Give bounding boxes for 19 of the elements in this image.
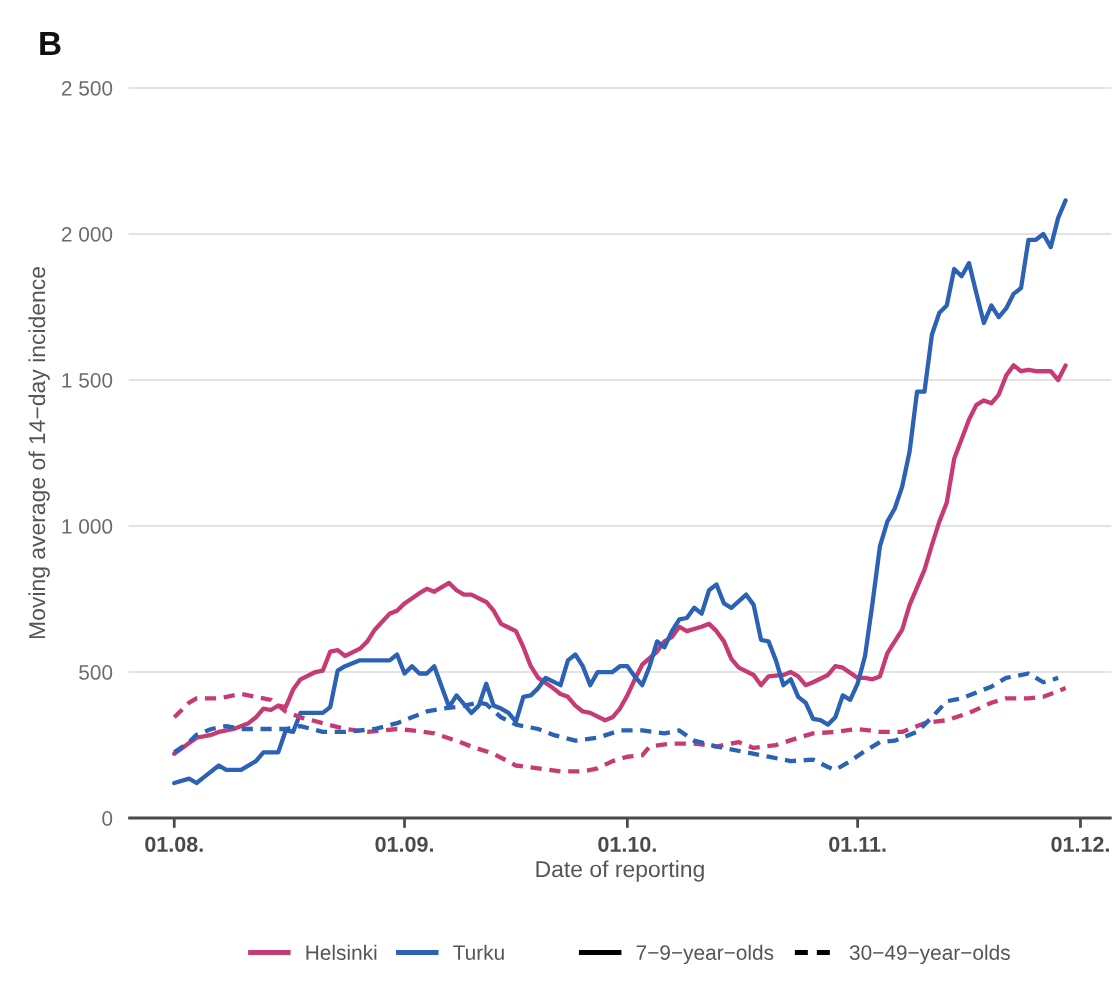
x-tick-label: 01.11. [829, 836, 886, 852]
x-tick-label: 01.10. [598, 836, 656, 852]
chart-title: B [40, 32, 61, 56]
x-tick-label: 01.08. [145, 836, 203, 852]
text: 30−49−year−olds [849, 944, 1010, 965]
y-tick-label: 0 [102, 811, 113, 826]
y-tick-label: 500 [79, 665, 113, 680]
y-tick-label: 2 000 [61, 226, 113, 242]
text: 7−9−year−olds [636, 944, 774, 965]
x-axis-title: Date of reporting [536, 860, 704, 882]
y-axis-title: Moving average of 14−day incidence [28, 267, 50, 639]
y-tick-label: 1 500 [62, 372, 113, 388]
y-tick-label: 1 000 [62, 519, 113, 534]
legend-label: Helsinki [306, 944, 377, 960]
x-tick-label: 01.12. [1051, 836, 1109, 852]
legend-label: Turku [453, 944, 504, 960]
x-tick-label: 01.09. [375, 836, 433, 852]
y-tick-label: 2 500 [61, 80, 113, 96]
line-series [172, 198, 1068, 786]
